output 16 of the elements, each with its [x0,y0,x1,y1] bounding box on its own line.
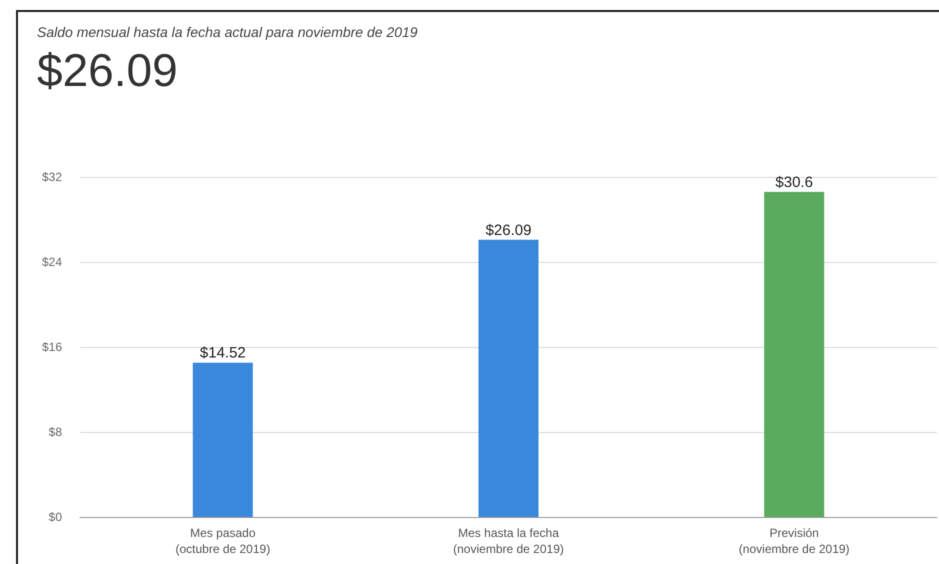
x-tick-label: Mes hasta la fecha (noviembre de 2019) [453,526,564,556]
bar [192,362,253,517]
chart-title: Saldo mensual hasta la fecha actual para noviembre de 2019 [37,24,418,40]
y-tick-label: $32 [42,170,62,184]
y-tick-label: $0 [48,510,62,524]
bar [478,240,538,517]
y-tick-label: $24 [42,255,62,269]
x-tick-label: Previsión (noviembre de 2019) [738,526,850,556]
bar [764,192,824,517]
data-label: $14.52 [200,344,246,362]
data-label: $30.6 [775,174,813,191]
data-label: $26.09 [486,222,532,239]
y-tick-label: $8 [48,425,62,439]
y-tick-label: $16 [42,340,62,354]
chart-subtitle: $26.09 [37,44,178,96]
x-tick-label: Mes pasado (octubre de 2019) [175,526,270,556]
